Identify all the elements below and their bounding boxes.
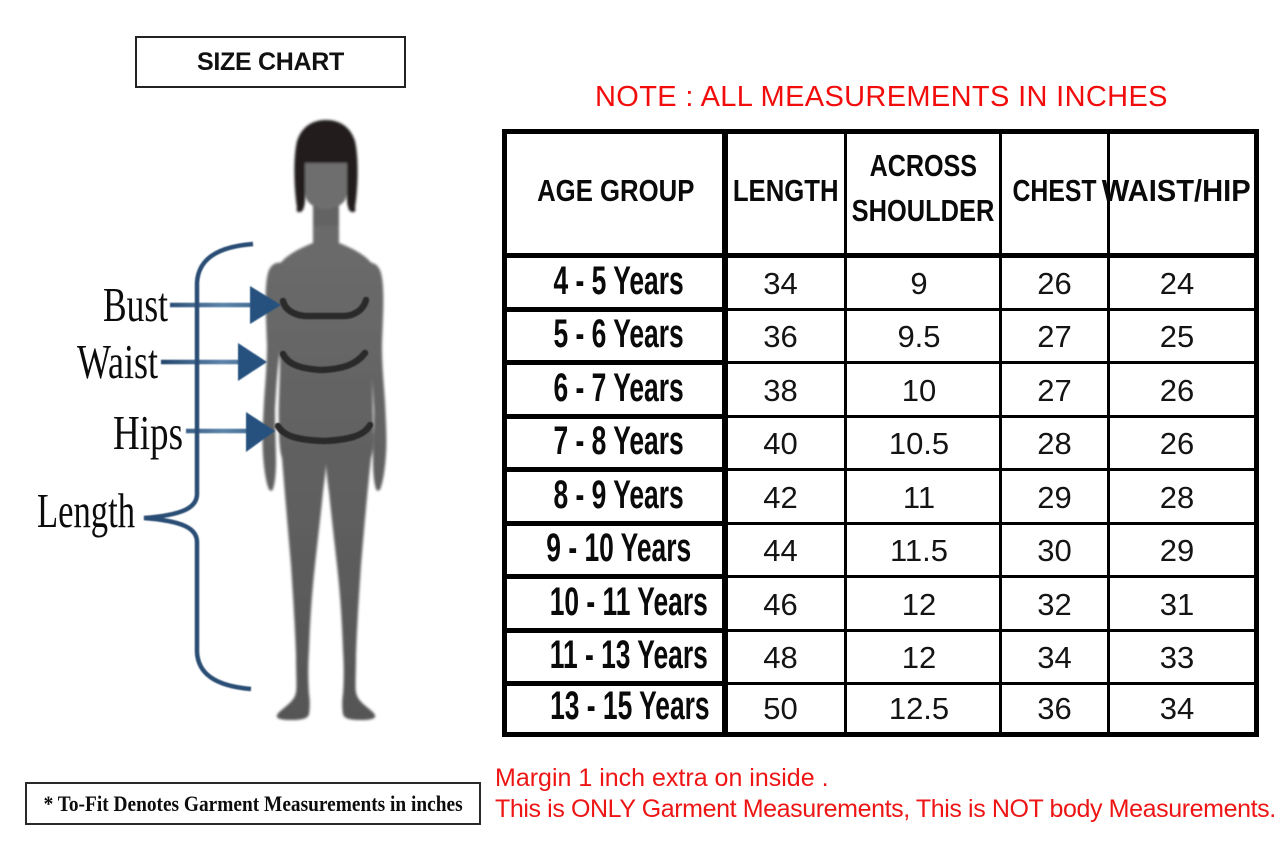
svg-text:Length: Length bbox=[37, 483, 135, 538]
svg-text:Waist: Waist bbox=[77, 334, 158, 389]
svg-text:Bust: Bust bbox=[103, 277, 168, 332]
svg-text:Hips: Hips bbox=[113, 405, 183, 460]
